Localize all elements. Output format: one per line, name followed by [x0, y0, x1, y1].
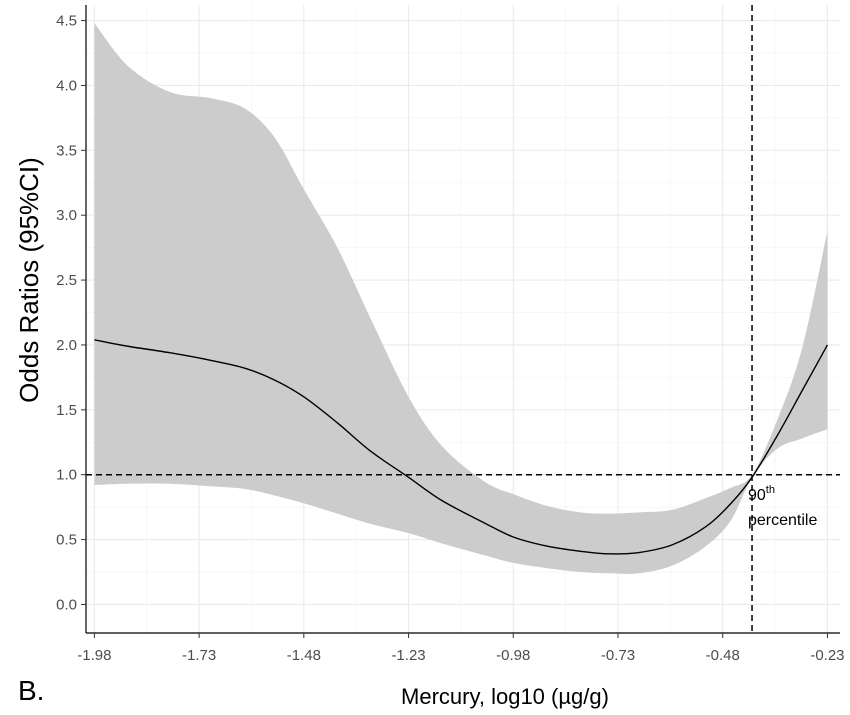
odds-ratio-line	[94, 339, 829, 555]
y-tick-label: 1.5	[56, 402, 77, 419]
axis-ticks: 0.0 0.5 1.0 1.5 2.0 2.5 3.0 3.5 4.0 4.5 -1.98 -1.73…	[56, 13, 844, 664]
annotation-base: 90	[748, 487, 766, 504]
y-tick-label: 2.0	[56, 337, 77, 354]
y-tick-label: 4.5	[56, 13, 77, 30]
x-tick-label: -1.73	[182, 647, 216, 664]
x-tick-label: -0.73	[601, 647, 635, 664]
y-tick-label: 0.0	[56, 596, 77, 613]
y-tick-label: 1.0	[56, 467, 77, 484]
annotation-sup: th	[766, 484, 775, 496]
y-tick-label: 2.5	[56, 272, 77, 289]
x-tick-label: -0.48	[706, 647, 740, 664]
y-tick-label: 3.5	[56, 142, 77, 159]
y-axis-title: Odds Ratios (95%CI)	[14, 157, 44, 403]
y-tick-label: 3.0	[56, 207, 77, 224]
panel-label: B.	[18, 675, 44, 706]
x-tick-label: -0.98	[496, 647, 530, 664]
x-tick-label: -1.98	[77, 647, 111, 664]
y-tick-label: 0.5	[56, 532, 77, 549]
x-axis-title: Mercury, log10 (µg/g)	[401, 684, 609, 709]
annotation-percentile: percentile	[748, 512, 817, 529]
x-tick-label: -0.23	[810, 647, 844, 664]
x-tick-label: -1.48	[287, 647, 321, 664]
y-tick-label: 4.0	[56, 77, 77, 94]
x-tick-label: -1.23	[391, 647, 425, 664]
annotation-90th: 90th	[748, 484, 775, 504]
confidence-band	[94, 23, 828, 574]
